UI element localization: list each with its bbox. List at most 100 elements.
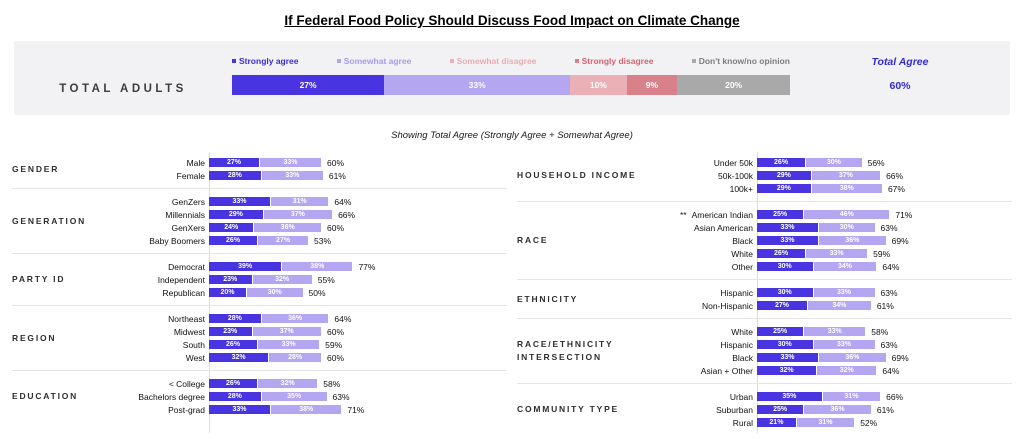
section-ethnicity: ETHNICITY Hispanic 30% 33% 63% Non-Hispanic 27…	[517, 279, 1012, 318]
somewhat-agree-segment: 34%	[807, 301, 871, 310]
strongly-agree-segment: 27%	[232, 75, 385, 95]
demo-row: Post-grad 33% 38% 71%	[136, 403, 507, 416]
demo-row: Black 33% 36% 69%	[663, 351, 1012, 364]
section-gender: GENDER Male 27% 33% 60% Female 28% 33% 61%	[12, 150, 507, 188]
strongly-agree-segment: 26%	[209, 340, 258, 349]
strongly-agree-segment: 39%	[209, 262, 282, 271]
legend-label: Strongly disagree	[581, 56, 654, 66]
row-label: Asian American	[693, 222, 753, 233]
stacked-bar: 29% 37%	[209, 210, 333, 219]
demo-row: Midwest 23% 37% 60%	[136, 325, 507, 338]
somewhat-disagree-swatch-icon	[449, 59, 454, 63]
section-rows: Northeast 28% 36% 64% Midwest 23% 37% 60% South 2…	[136, 312, 507, 364]
section-rows: < College 26% 32% 58% Bachelors degree 28% 35%…	[136, 377, 507, 416]
row-total-agree-value: 64%	[882, 261, 900, 272]
stacked-bar: 33% 36%	[757, 353, 886, 362]
strongly-agree-segment: 33%	[757, 223, 819, 232]
dont-know-segment: 20%	[677, 75, 790, 95]
somewhat-agree-swatch-icon	[336, 59, 341, 63]
demo-row: Democrat 39% 38% 77%	[136, 260, 507, 273]
stacked-bar: 32% 28%	[209, 353, 321, 362]
row-total-agree-value: 64%	[334, 313, 352, 324]
stacked-bar: 26% 30%	[757, 158, 862, 167]
somewhat-agree-segment: 30%	[806, 158, 862, 167]
row-label: ** American Indian	[679, 209, 753, 220]
section-label: EDUCATION	[12, 391, 79, 402]
stacked-bar: 39% 38%	[209, 262, 353, 271]
stacked-bar: 24% 36%	[209, 223, 321, 232]
strongly-agree-segment: 25%	[757, 210, 804, 219]
section-rows: Urban 35% 31% 66% Suburban 25% 36% 61% Rural 21% 3…	[663, 390, 1012, 429]
demo-row: Hispanic 30% 33% 63%	[663, 286, 1012, 299]
row-label: Rural	[732, 417, 753, 428]
left-column: GENDER Male 27% 33% 60% Female 28% 33% 61% GENERA…	[12, 150, 507, 435]
demo-row: Black 33% 36% 69%	[663, 234, 1012, 247]
demo-row: Northeast 28% 36% 64%	[136, 312, 507, 325]
legend: Strongly agree Somewhat agree Somewhat dis…	[232, 54, 790, 68]
section-education: EDUCATION < College 26% 32% 58% Bachelors deg…	[12, 370, 507, 422]
row-total-agree-value: 60%	[326, 157, 344, 168]
total-adults-chart-area: Strongly agree Somewhat agree Somewhat dis…	[232, 41, 790, 115]
row-label: Urban	[729, 391, 753, 402]
section-race: RACE ** American Indian 25% 46% 71% Asian Amer…	[517, 201, 1012, 279]
demo-row: Non-Hispanic 27% 34% 61%	[663, 299, 1012, 312]
somewhat-agree-segment: 33%	[813, 340, 875, 349]
strongly-agree-segment: 20%	[209, 288, 246, 297]
row-total-agree-value: 52%	[860, 417, 878, 428]
section-community-type: COMMUNITY TYPE Urban 35% 31% 66% Suburban 25% 3…	[517, 383, 1012, 435]
legend-label: Somewhat agree	[343, 56, 412, 66]
stacked-bar: 26% 33%	[757, 249, 868, 258]
stacked-bar: 27% 34%	[757, 301, 871, 310]
row-label: 100k+	[729, 183, 753, 194]
strongly-disagree-segment: 9%	[626, 75, 678, 95]
stacked-bar: 26% 32%	[209, 379, 318, 388]
row-total-agree-value: 58%	[323, 378, 341, 389]
demo-row: < College 26% 32% 58%	[136, 377, 507, 390]
somewhat-agree-segment: 37%	[252, 327, 321, 336]
row-label: Hispanic	[720, 339, 753, 350]
row-label: Post-grad	[168, 404, 205, 415]
strongly-agree-segment: 33%	[757, 236, 819, 245]
row-total-agree-value: 63%	[880, 222, 898, 233]
demo-row: Baby Boomers 26% 27% 53%	[136, 234, 507, 247]
strongly-agree-segment: 33%	[209, 405, 271, 414]
section-label: RACE	[517, 235, 549, 246]
somewhat-agree-segment: 36%	[261, 314, 329, 323]
strongly-agree-segment: 29%	[209, 210, 263, 219]
stacked-bar: 33% 30%	[757, 223, 875, 232]
stacked-bar: 33% 36%	[757, 236, 886, 245]
section-rows: GenZers 33% 31% 64% Millennials 29% 37% 66% GenX…	[136, 195, 507, 247]
section-rows: Democrat 39% 38% 77% Independent 23% 32% 55% Rep…	[136, 260, 507, 299]
somewhat-agree-segment: 28%	[269, 353, 321, 362]
demo-row: Independent 23% 32% 55%	[136, 273, 507, 286]
row-total-agree-value: 61%	[876, 404, 894, 415]
demo-row: ** American Indian 25% 46% 71%	[663, 208, 1012, 221]
somewhat-agree-segment: 32%	[252, 275, 312, 284]
stacked-bar: 28% 33%	[209, 171, 323, 180]
legend-label: Don't know/no opinion	[698, 56, 790, 66]
section-rows: Male 27% 33% 60% Female 28% 33% 61%	[136, 156, 507, 182]
row-label: GenZers	[171, 196, 205, 207]
total-agree-label: Total Agree	[871, 56, 929, 68]
section-label: GENDER	[12, 163, 60, 174]
row-label: Suburban	[716, 404, 753, 415]
somewhat-agree-segment: 36%	[819, 353, 886, 362]
stacked-bar: 27% 33%	[209, 158, 321, 167]
somewhat-agree-segment: 37%	[263, 210, 333, 219]
somewhat-agree-segment: 38%	[811, 184, 882, 193]
strongly-agree-segment: 30%	[757, 262, 813, 271]
row-total-agree-value: 60%	[326, 222, 344, 233]
demo-row: Other 30% 34% 64%	[663, 260, 1012, 273]
somewhat-agree-segment: 36%	[254, 223, 321, 232]
section-region: REGION Northeast 28% 36% 64% Midwest 23% 37% 60%…	[12, 305, 507, 370]
stacked-bar: 29% 37%	[757, 171, 881, 180]
somewhat-agree-segment: 31%	[796, 418, 855, 427]
row-total-agree-value: 53%	[314, 235, 332, 246]
row-total-agree-value: 66%	[886, 170, 904, 181]
row-total-agree-value: 61%	[328, 170, 346, 181]
demo-row: Suburban 25% 36% 61%	[663, 403, 1012, 416]
strongly-agree-segment: 27%	[209, 158, 259, 167]
strongly-disagree-swatch-icon	[574, 59, 579, 63]
row-label: South	[182, 339, 205, 350]
row-label: Northeast	[168, 313, 205, 324]
